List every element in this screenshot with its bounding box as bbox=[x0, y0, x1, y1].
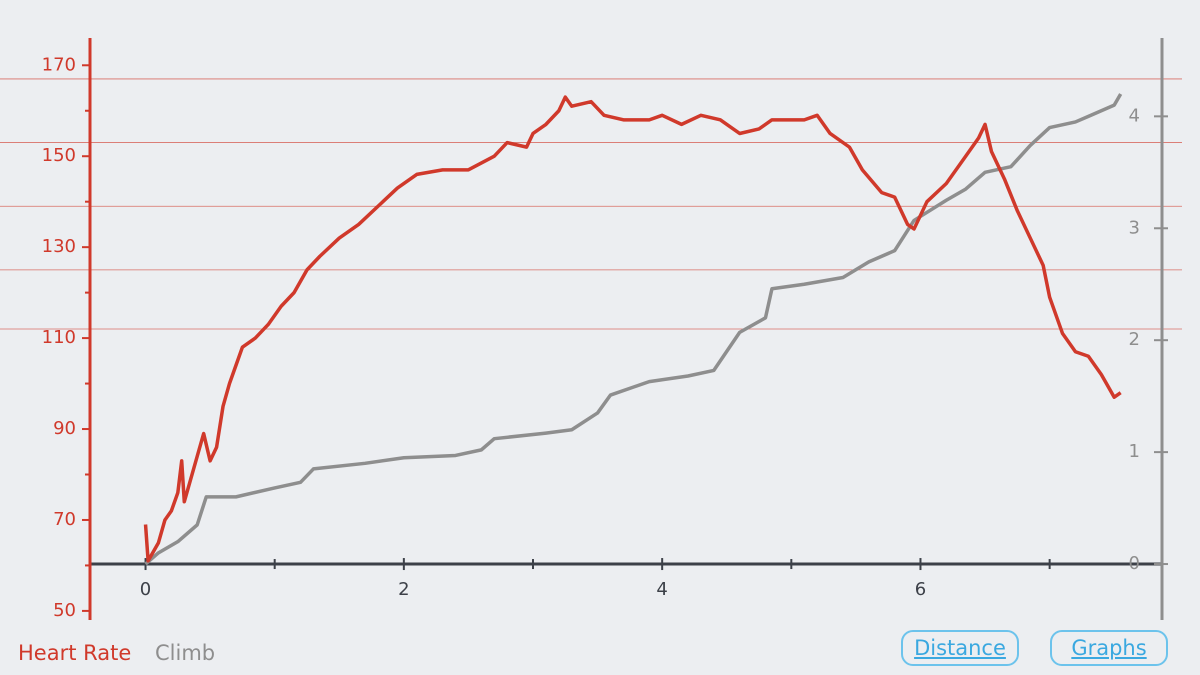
y2-tick-label: 4 bbox=[1129, 105, 1140, 126]
y2-tick-label: 1 bbox=[1129, 441, 1140, 462]
x-tick-label: 4 bbox=[656, 579, 667, 600]
line-series bbox=[143, 95, 1122, 563]
y2-tick-label: 3 bbox=[1129, 217, 1140, 238]
legend-item: Climb bbox=[155, 641, 215, 665]
y-tick-label: 130 bbox=[42, 236, 76, 257]
x-tick-label: 2 bbox=[398, 579, 409, 600]
line-series bbox=[144, 93, 1123, 566]
y-tick-label: 150 bbox=[42, 145, 76, 166]
y-tick-label: 70 bbox=[53, 509, 76, 530]
x-tick-label: 0 bbox=[140, 579, 151, 600]
y-tick-label: 110 bbox=[42, 327, 76, 348]
x-tick-label: 6 bbox=[915, 579, 926, 600]
y2-tick-label: 2 bbox=[1129, 329, 1140, 350]
y-tick-label: 90 bbox=[53, 418, 76, 439]
graphs-button[interactable]: Graphs bbox=[1050, 630, 1168, 666]
legend-item: Heart Rate bbox=[18, 641, 131, 665]
distance-button[interactable]: Distance bbox=[901, 630, 1019, 666]
y-tick-label: 50 bbox=[53, 600, 76, 621]
y2-tick-label: 0 bbox=[1129, 553, 1140, 574]
y-tick-label: 170 bbox=[42, 54, 76, 75]
